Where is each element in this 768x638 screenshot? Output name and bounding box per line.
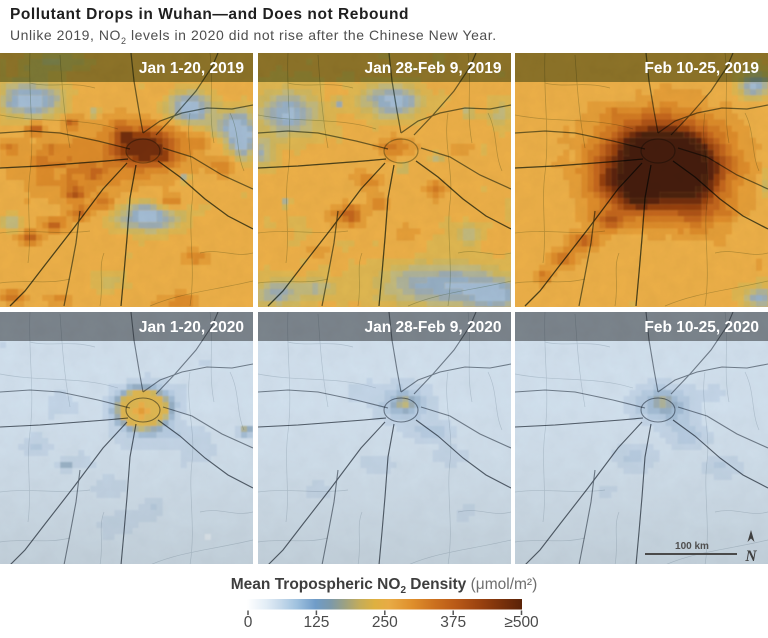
svg-text:100 km: 100 km	[675, 541, 709, 552]
svg-text:0: 0	[244, 614, 253, 631]
svg-text:N: N	[744, 548, 757, 564]
svg-text:250: 250	[372, 614, 398, 631]
svg-text:375: 375	[440, 614, 466, 631]
svg-text:≥500: ≥500	[504, 614, 539, 631]
svg-text:125: 125	[303, 614, 329, 631]
